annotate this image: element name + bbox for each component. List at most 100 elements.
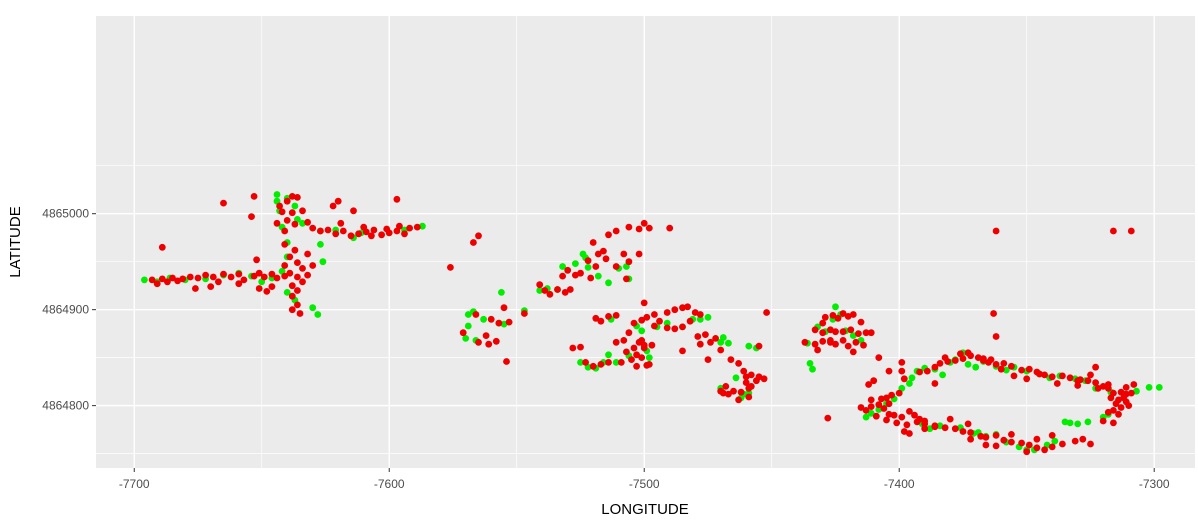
data-point	[829, 312, 837, 319]
data-point	[992, 227, 1000, 235]
y-tick-label: 4865000	[42, 207, 89, 221]
data-point	[625, 258, 633, 266]
data-point	[283, 217, 291, 224]
data-point	[291, 220, 299, 228]
data-point	[623, 348, 630, 356]
data-point	[862, 413, 870, 421]
data-point	[294, 301, 301, 309]
data-point	[1125, 402, 1133, 409]
data-point	[987, 356, 995, 363]
data-point	[141, 276, 148, 284]
data-point	[1048, 373, 1056, 381]
data-point	[821, 313, 829, 321]
data-point	[1099, 383, 1107, 390]
data-point	[587, 274, 595, 282]
data-point	[255, 285, 263, 292]
data-point	[977, 432, 985, 440]
data-point	[1127, 227, 1135, 235]
data-point	[602, 255, 610, 263]
data-point	[1117, 404, 1125, 411]
data-point	[844, 313, 852, 320]
data-point	[1066, 419, 1074, 427]
data-point	[572, 260, 579, 267]
data-point	[885, 410, 893, 418]
data-point	[605, 313, 612, 320]
data-point	[253, 256, 260, 264]
data-point	[337, 219, 345, 227]
data-point	[291, 246, 299, 254]
data-point	[1002, 366, 1010, 374]
data-point	[849, 348, 857, 356]
data-point	[559, 263, 566, 270]
data-point	[347, 232, 355, 240]
data-point	[1048, 443, 1056, 451]
plot-panel	[96, 16, 1195, 468]
data-point	[832, 328, 839, 336]
data-point	[620, 250, 628, 258]
data-point	[612, 338, 620, 346]
data-point	[1092, 379, 1099, 386]
data-point	[755, 342, 763, 350]
data-point	[268, 270, 276, 278]
data-point	[1071, 437, 1079, 445]
data-point	[250, 193, 258, 200]
data-point	[717, 387, 725, 395]
data-point	[875, 406, 883, 413]
data-point	[691, 309, 699, 316]
data-point	[839, 310, 847, 317]
x-tick-label: -7500	[629, 477, 660, 491]
data-point	[1066, 374, 1074, 382]
data-point	[656, 317, 663, 325]
data-point	[209, 273, 217, 281]
data-point	[401, 230, 408, 238]
x-axis-title: LONGITUDE	[601, 501, 689, 518]
data-point	[857, 404, 865, 411]
data-point	[875, 401, 883, 409]
data-point	[186, 273, 194, 281]
data-point	[819, 337, 827, 345]
data-point	[304, 218, 311, 226]
data-point	[696, 315, 704, 323]
data-point	[916, 368, 923, 376]
data-point	[605, 351, 612, 359]
data-point	[946, 415, 954, 423]
data-point	[900, 428, 908, 435]
data-point	[806, 360, 814, 367]
data-point	[913, 418, 921, 426]
data-point	[686, 317, 694, 325]
data-point	[997, 365, 1005, 373]
data-point	[584, 264, 592, 271]
data-point	[638, 316, 646, 324]
data-point	[740, 367, 748, 375]
data-point	[895, 389, 903, 397]
data-point	[278, 208, 286, 216]
data-point	[1084, 377, 1092, 385]
data-point	[281, 227, 289, 235]
data-point	[317, 241, 324, 248]
data-point	[883, 394, 890, 402]
data-point	[294, 194, 301, 201]
data-point	[1059, 440, 1066, 448]
data-point	[480, 315, 487, 323]
data-point	[921, 420, 929, 428]
data-point	[1122, 384, 1130, 391]
data-point	[1110, 419, 1117, 427]
data-point	[903, 421, 911, 429]
data-point	[1033, 444, 1041, 452]
data-point	[865, 381, 872, 388]
data-point	[663, 319, 671, 327]
data-point	[824, 414, 832, 422]
data-point	[645, 354, 653, 361]
data-point	[992, 333, 1000, 340]
data-point	[809, 365, 816, 373]
data-point	[852, 338, 860, 346]
x-tick-label: -7300	[1139, 477, 1170, 491]
data-point	[1036, 370, 1043, 378]
data-point	[475, 232, 482, 240]
data-point	[1092, 363, 1099, 371]
data-point	[959, 428, 967, 435]
data-point	[617, 359, 625, 366]
data-point	[564, 266, 572, 274]
data-point	[735, 396, 742, 404]
data-point	[158, 243, 166, 251]
